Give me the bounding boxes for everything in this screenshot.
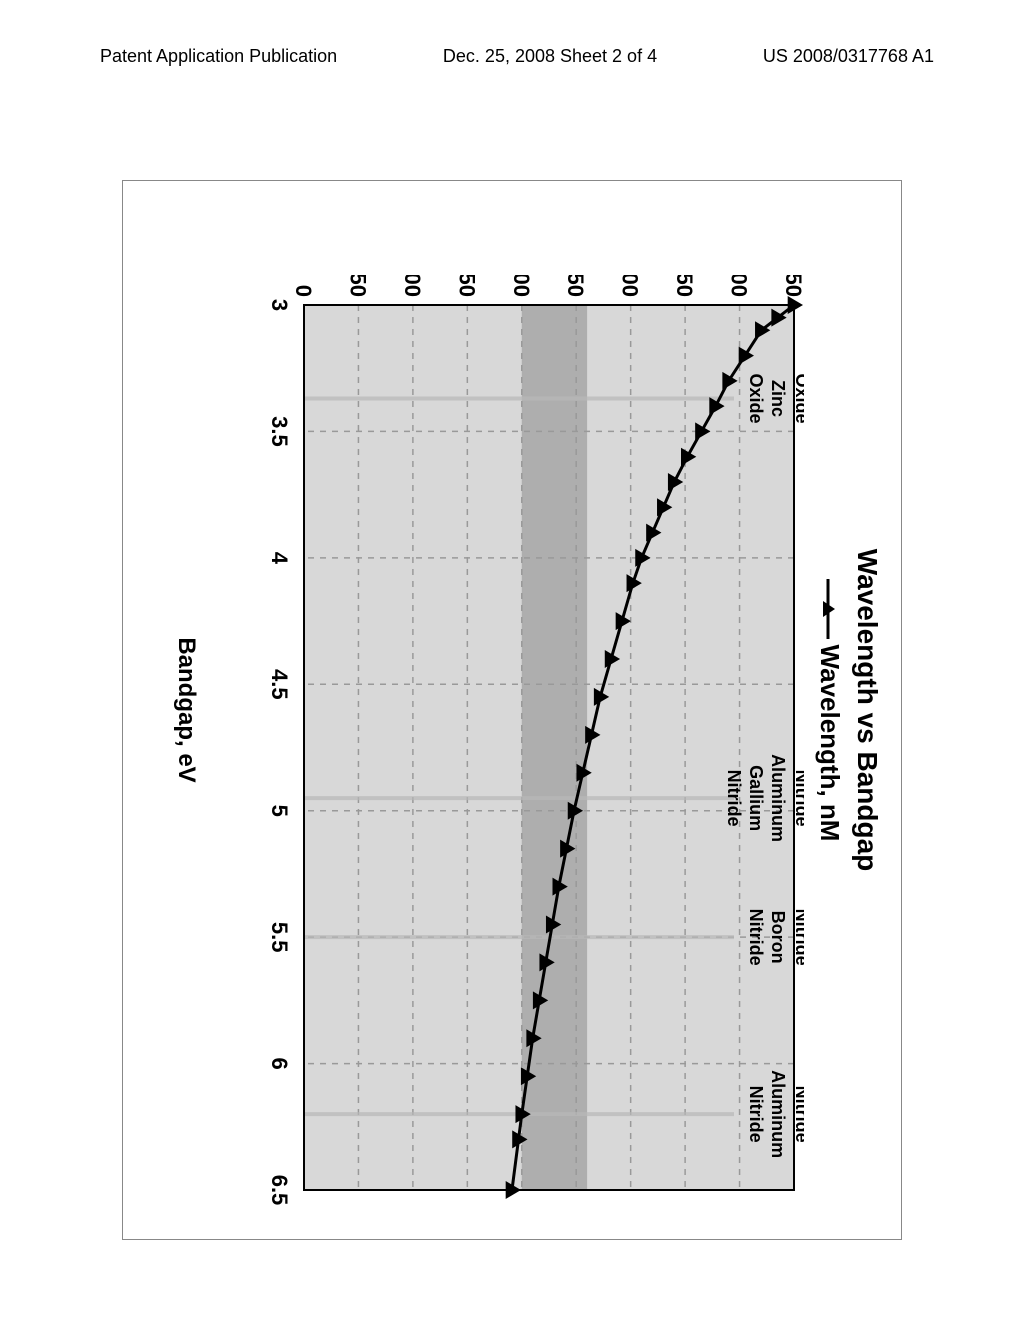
page-root: Patent Application Publication Dec. 25, … xyxy=(0,0,1024,1320)
svg-text:5: 5 xyxy=(267,805,292,817)
svg-text:Nitride: Nitride xyxy=(746,1086,766,1143)
svg-text:Nitride: Nitride xyxy=(746,909,766,966)
figure-container: Wavelength vs Bandgap Wavelength, nM Wav… xyxy=(62,160,962,1260)
x-axis-label: Bandgap, eV xyxy=(172,205,200,1215)
svg-text:400: 400 xyxy=(727,275,752,297)
page-header: Patent Application Publication Dec. 25, … xyxy=(0,46,1024,67)
svg-text:3: 3 xyxy=(267,299,292,311)
svg-text:Oxide: Oxide xyxy=(746,374,766,424)
svg-text:5.5: 5.5 xyxy=(267,922,292,953)
rotated-content: Wavelength vs Bandgap Wavelength, nM Wav… xyxy=(122,180,902,1240)
chart-card: Wavelength vs Bandgap Wavelength, nM Wav… xyxy=(122,180,902,1240)
svg-text:300: 300 xyxy=(618,275,643,297)
chart-svg: 3 3.5 4 4.5 5 5.5 6 6.5 0 50 100 150 200 250 300 350 400… xyxy=(244,275,804,1205)
svg-text:Zinc: Zinc xyxy=(768,380,788,417)
svg-text:350: 350 xyxy=(672,275,697,297)
svg-text:Oxide: Oxide xyxy=(792,374,804,424)
header-right: US 2008/0317768 A1 xyxy=(763,46,934,67)
svg-text:4.5: 4.5 xyxy=(267,669,292,700)
svg-text:4: 4 xyxy=(267,552,292,565)
svg-text:0: 0 xyxy=(291,285,316,297)
svg-text:Nitride: Nitride xyxy=(792,909,804,966)
svg-text:Boron: Boron xyxy=(768,911,788,964)
chart-title: Wavelength vs Bandgap xyxy=(851,205,883,1215)
svg-text:Nitride: Nitride xyxy=(792,770,804,827)
svg-text:6.5: 6.5 xyxy=(267,1175,292,1205)
svg-text:Aluminum: Aluminum xyxy=(768,1070,788,1158)
svg-text:150: 150 xyxy=(454,275,479,297)
svg-text:6: 6 xyxy=(267,1057,292,1069)
svg-text:3.5: 3.5 xyxy=(267,416,292,447)
svg-text:50: 50 xyxy=(345,275,370,297)
svg-text:Nitride: Nitride xyxy=(724,770,744,827)
svg-text:200: 200 xyxy=(509,275,534,297)
legend-marker-icon xyxy=(819,579,837,639)
svg-text:Aluminum: Aluminum xyxy=(768,754,788,842)
svg-text:450: 450 xyxy=(781,275,804,297)
svg-text:Nitride: Nitride xyxy=(792,1086,804,1143)
svg-text:Gallium: Gallium xyxy=(746,765,766,831)
legend-label: Wavelength, nM xyxy=(815,645,845,842)
plot-wrap: Wavelength, nanometers 33.544.555.566.50… xyxy=(244,205,804,1215)
header-center: Dec. 25, 2008 Sheet 2 of 4 xyxy=(443,46,657,67)
header-left: Patent Application Publication xyxy=(100,46,337,67)
svg-text:100: 100 xyxy=(400,275,425,297)
chart-legend: Wavelength, nM xyxy=(814,205,845,1215)
svg-text:250: 250 xyxy=(563,275,588,297)
